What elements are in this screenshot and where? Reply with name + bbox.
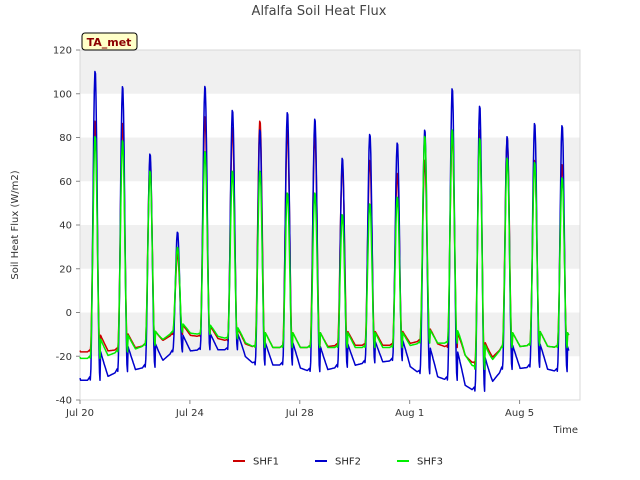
legend-label-shf2: SHF2: [335, 457, 361, 468]
legend: SHF1 SHF2 SHF3: [233, 457, 443, 468]
y-tick-label: 80: [59, 133, 72, 144]
grid-band: [80, 93, 580, 138]
y-tick-label: -40: [56, 396, 72, 407]
grid-band: [80, 50, 580, 94]
plot-background-bands: [80, 50, 580, 400]
grid-band: [80, 137, 580, 182]
legend-label-shf3: SHF3: [417, 457, 443, 468]
chart-title: Alfalfa Soil Heat Flux: [252, 4, 387, 19]
series-line-shf3: [79, 129, 570, 371]
x-tick-label: Aug 1: [395, 408, 424, 419]
y-tick-label: 100: [53, 89, 72, 100]
y-axis-ticks: -40 -20 0 20 40 60 80 100 120: [53, 46, 80, 407]
ta-met-badge-label: TA_met: [87, 36, 132, 49]
x-tick-label: Aug 5: [505, 408, 534, 419]
y-tick-label: 0: [66, 308, 72, 319]
y-tick-label: 40: [59, 221, 72, 232]
y-tick-label: 20: [59, 264, 72, 275]
y-axis-title: Soil Heat Flux (W/m2): [10, 170, 21, 279]
grid-band: [80, 268, 580, 313]
x-tick-label: Jul 28: [285, 408, 314, 419]
x-axis-title: Time: [553, 425, 578, 436]
x-tick-label: Jul 20: [65, 408, 94, 419]
y-tick-label: 60: [59, 177, 72, 188]
ta-met-badge: TA_met: [81, 32, 138, 51]
series-line-shf2: [79, 70, 570, 392]
grid-band: [80, 181, 580, 225]
x-tick-label: Jul 24: [175, 408, 204, 419]
grid-band: [80, 225, 580, 269]
ta-met-badge-box: [81, 32, 138, 51]
grid-band: [80, 312, 580, 357]
grid-band: [80, 356, 580, 400]
series-lines: [79, 70, 570, 392]
y-tick-label: 120: [53, 46, 72, 57]
x-axis-ticks: Jul 20 Jul 24 Jul 28 Aug 1 Aug 5: [65, 400, 534, 419]
legend-label-shf1: SHF1: [253, 457, 279, 468]
y-tick-label: -20: [56, 352, 72, 363]
